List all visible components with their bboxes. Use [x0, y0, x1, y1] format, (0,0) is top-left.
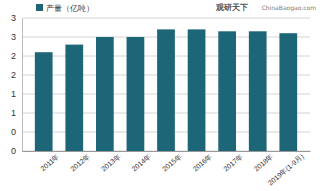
legend-item: 产量（亿吨）	[36, 4, 94, 13]
x-tick-label: 2013年	[100, 153, 122, 173]
bar	[157, 29, 175, 151]
x-tick: 2012年	[69, 151, 91, 173]
y-tick: 0	[11, 146, 22, 156]
x-tick: 2017年	[222, 151, 244, 173]
y-tick: 3	[11, 13, 22, 23]
y-tick-label: 2	[11, 51, 16, 61]
bar	[65, 45, 83, 151]
x-tick: 2011年	[39, 151, 60, 172]
x-tick-label: 2016年	[192, 153, 214, 173]
y-tick: 2	[11, 70, 22, 80]
x-tick: 2019年(1-9月)	[267, 151, 306, 187]
y-tick-label: 3	[11, 13, 16, 23]
x-tick-label: 2019年(1-9月)	[267, 153, 306, 188]
bar	[218, 31, 236, 151]
y-tick: 1	[11, 89, 22, 99]
y-axis-line	[22, 19, 23, 152]
x-tick: 2013年	[100, 151, 122, 173]
y-tick-label: 1	[11, 89, 16, 99]
legend-swatch	[36, 4, 43, 11]
legend: 产量（亿吨）	[36, 4, 94, 13]
grid	[22, 18, 310, 151]
watermark: 观研天下 ChinaBaogao.com	[215, 3, 316, 12]
x-tick: 2014年	[130, 151, 152, 173]
y-tick: 3	[11, 32, 22, 42]
bar	[188, 29, 206, 151]
x-tick: 2016年	[192, 151, 214, 173]
bar	[35, 52, 53, 151]
y-tick-label: 2	[11, 70, 16, 80]
bar	[279, 33, 297, 151]
y-tick: 1	[11, 108, 22, 118]
legend-label: 产量（亿吨）	[46, 4, 94, 13]
x-tick: 2015年	[161, 151, 183, 173]
x-axis-line	[23, 151, 311, 152]
bar	[96, 37, 114, 151]
y-tick: 0	[11, 127, 22, 137]
watermark-text: 观研天下	[215, 3, 248, 12]
plot: 001122332011年2012年2013年2014年2015年2016年20…	[11, 13, 311, 187]
x-axis: 2011年 2012年 2013年 2014年 2015年 2016年 2017年 2018年…	[23, 151, 311, 187]
x-tick-label: 2015年	[161, 153, 183, 173]
grid-line	[22, 18, 310, 19]
x-tick-label: 2014年	[130, 153, 152, 173]
bar	[127, 37, 145, 151]
x-tick: 2018年	[253, 151, 275, 173]
x-tick-label: 2018年	[253, 153, 275, 173]
watermark-text: ChinaBaogao.com	[262, 4, 317, 12]
y-tick-label: 1	[11, 108, 16, 118]
y-tick-label: 0	[11, 127, 16, 137]
y-tick-label: 3	[11, 32, 16, 42]
y-tick-label: 0	[11, 146, 16, 156]
chart: 001122332011年2012年2013年2014年2015年2016年20…	[0, 0, 320, 191]
y-tick: 2	[11, 51, 22, 61]
x-tick-label: 2017年	[222, 153, 244, 173]
y-axis: 0 0 1 1 2 2 3 3	[11, 13, 23, 156]
x-tick-label: 2011年	[39, 153, 60, 173]
bar	[249, 31, 267, 151]
x-tick-label: 2012年	[69, 153, 91, 173]
bars	[35, 29, 297, 151]
